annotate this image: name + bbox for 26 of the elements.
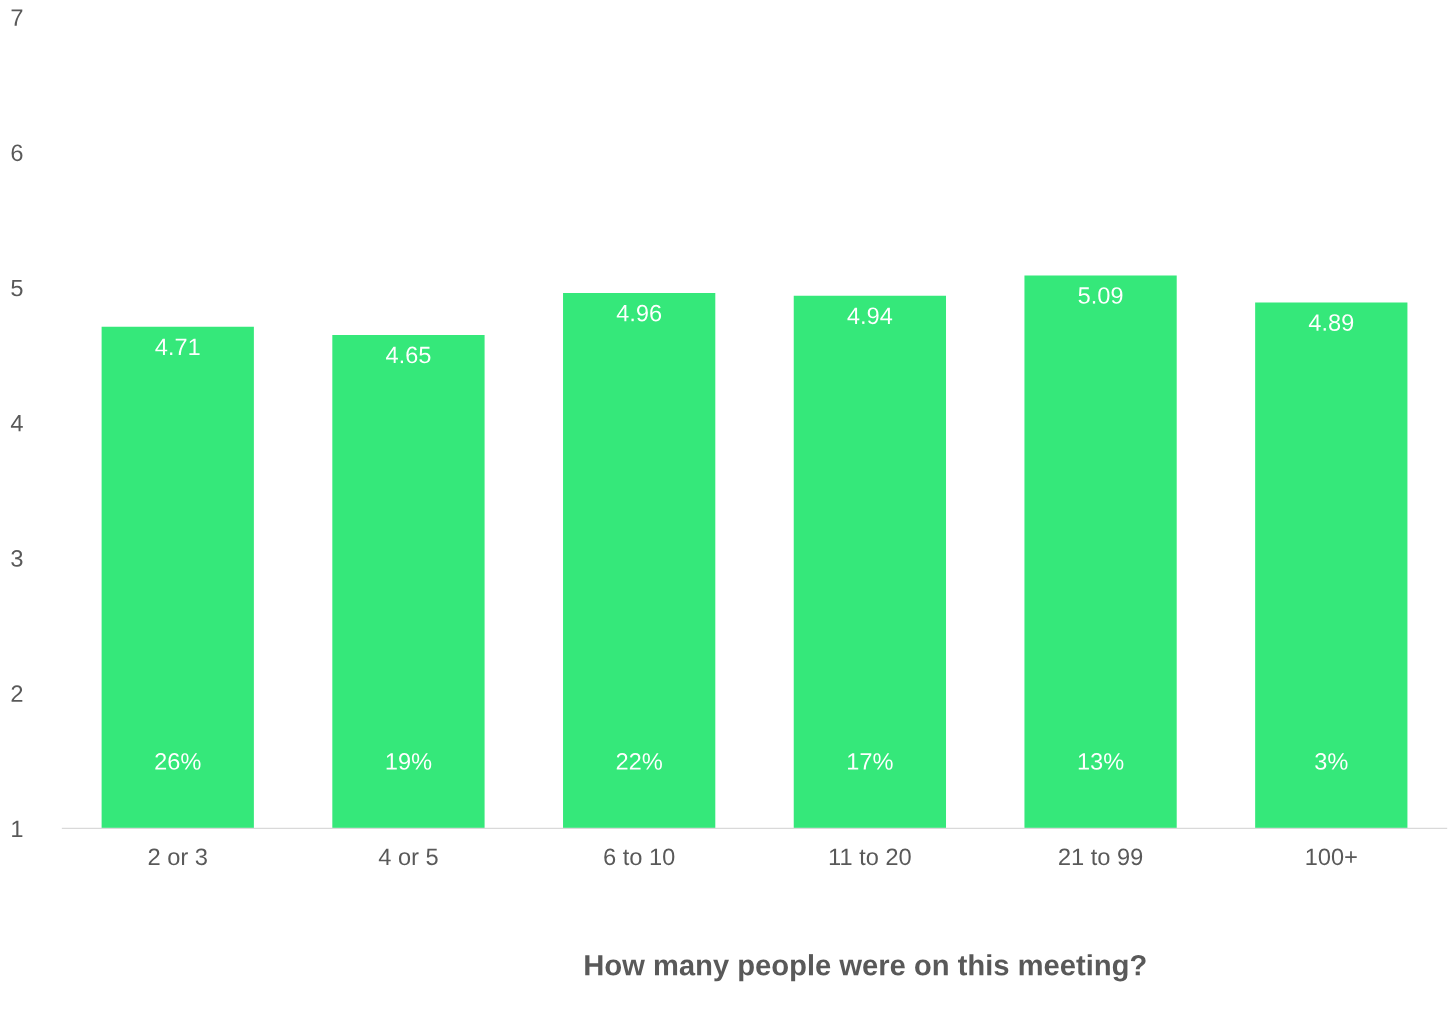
data-label: 4.94 bbox=[847, 307, 893, 325]
y-tick-label: 5 bbox=[11, 279, 23, 297]
annotation: 17% bbox=[848, 753, 893, 770]
annotation: 22% bbox=[616, 753, 662, 770]
data-label: 4.96 bbox=[616, 304, 662, 322]
data-label: 4.65 bbox=[386, 346, 431, 364]
x-tick-label: 6 to 10 bbox=[604, 848, 675, 866]
y-tick-label: 4 bbox=[10, 415, 23, 432]
data-label: 4.89 bbox=[1308, 314, 1354, 331]
x-tick-label: 11 to 20 bbox=[829, 848, 911, 866]
x-tick-label: 21 to 99 bbox=[1059, 848, 1143, 866]
x-tick-label: 4 or 5 bbox=[378, 848, 438, 866]
annotation: 13% bbox=[1078, 753, 1124, 770]
y-tick-label: 2 bbox=[11, 685, 23, 702]
y-tick-label: 1 bbox=[12, 820, 23, 837]
data-label: 4.71 bbox=[155, 338, 200, 355]
x-tick-label: 2 or 3 bbox=[148, 848, 207, 866]
y-tick-label: 3 bbox=[11, 550, 23, 567]
annotation: 19% bbox=[386, 753, 432, 770]
x-axis-title: How many people were on this meeting? bbox=[585, 954, 1146, 982]
x-tick-label: 100+ bbox=[1306, 848, 1357, 866]
data-label: 5.09 bbox=[1078, 287, 1123, 304]
y-tick-label: 7 bbox=[11, 9, 23, 26]
annotation: 26% bbox=[155, 753, 201, 770]
annotation: 3% bbox=[1315, 753, 1348, 770]
y-tick-label: 6 bbox=[11, 144, 23, 162]
